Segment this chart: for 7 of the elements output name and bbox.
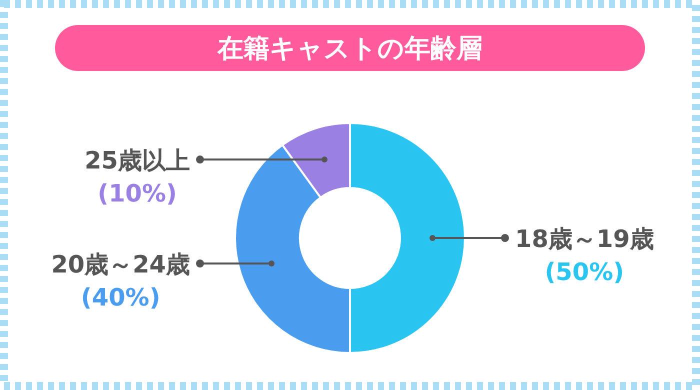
data-label: (40%) (80, 284, 160, 312)
data-label: (50%) (544, 258, 624, 286)
data-label: (10%) (98, 180, 177, 208)
slice-label: 18歳～19歳 (515, 225, 654, 253)
slice-label: 25歳以上 (84, 146, 190, 175)
slice-label: 20歳～24歳 (51, 250, 190, 278)
chart-title: 在籍キャストの年齢層 (216, 34, 482, 64)
